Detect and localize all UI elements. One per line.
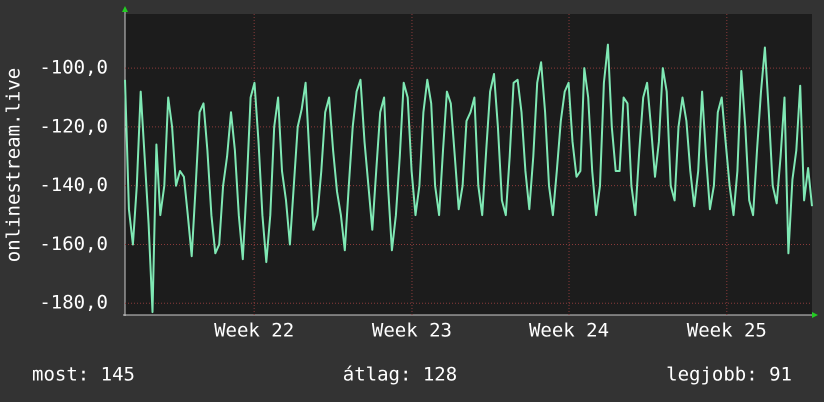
footer-current: most: 145 — [32, 364, 135, 386]
x-axis-arrow — [812, 312, 818, 318]
y-tick-label: -160,0 — [39, 233, 108, 255]
footer-best: legjobb: 91 — [666, 364, 792, 386]
plot-area — [125, 14, 812, 315]
y-tick-label: -120,0 — [39, 115, 108, 137]
y-tick-label: -140,0 — [39, 174, 108, 196]
x-tick-label: Week 23 — [372, 320, 452, 342]
x-tick-label: Week 22 — [214, 320, 294, 342]
data-line — [124, 43, 813, 314]
x-tick-label: Week 24 — [529, 320, 609, 342]
y-tick-label: -180,0 — [39, 292, 108, 314]
footer-average: átlag: 128 — [343, 364, 457, 386]
y-tick-label: -100,0 — [39, 57, 108, 79]
y-axis-label: onlinestream.live — [3, 68, 25, 262]
x-tick-label: Week 25 — [687, 320, 767, 342]
y-axis-arrow — [122, 6, 128, 12]
